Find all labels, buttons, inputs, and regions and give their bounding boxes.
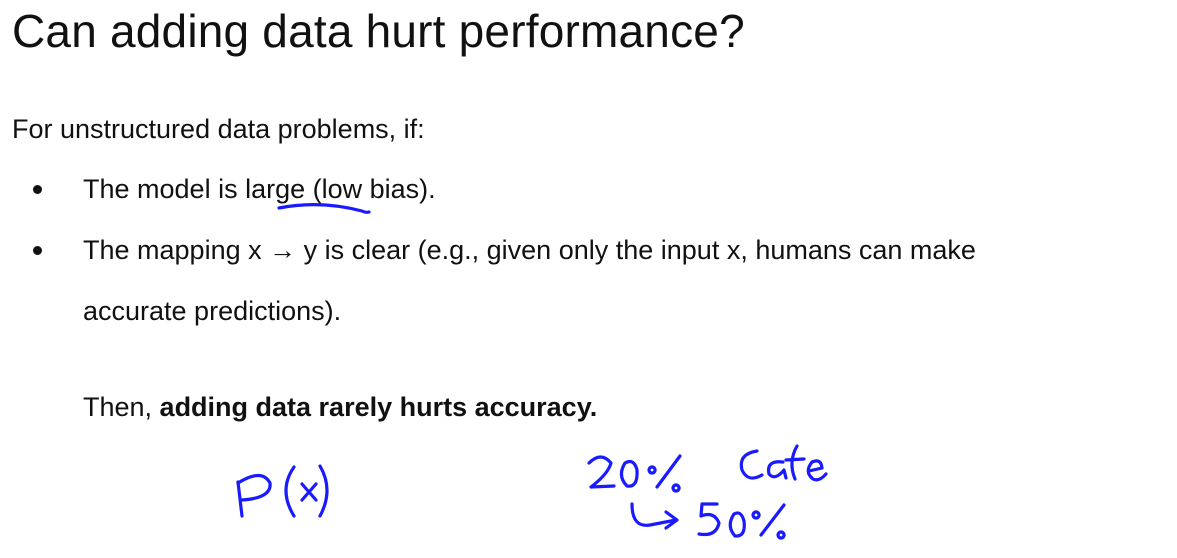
intro-text: For unstructured data problems, if: [12,114,425,144]
conclusion-prefix: Then, [83,392,160,422]
bullet-text: accurate predictions). [83,296,342,326]
bullet-text: The model is large (low bias). [83,174,436,204]
conclusion-text: Then, adding data rarely hurts accuracy. [83,392,597,423]
bullet-text: The mapping x → y is clear (e.g., given … [83,235,976,265]
conclusion-bold: adding data rarely hurts accuracy. [159,392,598,422]
handwritten-arrow-fifty-percent [630,502,786,540]
bullet-dot-icon [33,246,42,255]
bullet-dot-icon [33,185,42,194]
handwritten-p-of-x [236,464,329,518]
slide-title: Can adding data hurt performance? [12,5,745,57]
handwritten-twenty-percent-cafe [587,444,828,493]
